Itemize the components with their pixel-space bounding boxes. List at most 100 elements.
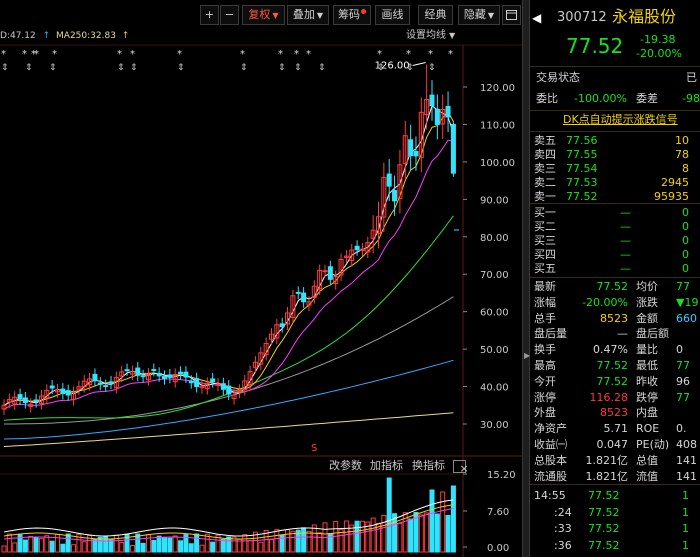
ma-prev-value: D:47.12 xyxy=(0,31,36,41)
candle-body xyxy=(151,369,157,372)
candle-body xyxy=(418,111,424,158)
candle-body xyxy=(49,385,55,389)
candle-body xyxy=(108,381,114,384)
volume-bar xyxy=(306,530,312,553)
stat-label: 跌停 xyxy=(636,390,658,404)
volume-bar xyxy=(103,536,109,553)
sell-level-price: 77.56 xyxy=(566,134,598,147)
buy-level-price: — xyxy=(620,206,631,219)
ma120-line xyxy=(3,359,454,440)
stat-row: 流通股 1.821亿 流值 141 xyxy=(530,469,700,485)
candle-body xyxy=(156,372,162,377)
quote-panel: ◀ 300712 永福股份 77.52 -19.38 -20.00% 交易状态 … xyxy=(530,0,700,557)
stat-label: 内盘 xyxy=(636,406,658,420)
panel-splitter[interactable]: ▶ xyxy=(522,0,530,557)
volume-bar xyxy=(210,541,216,553)
volume-bar xyxy=(317,532,323,553)
candle-body xyxy=(434,108,440,125)
stat-value: 77 xyxy=(676,280,690,293)
trade-tick-row: :33 77.52 1 xyxy=(530,521,700,537)
add-indicator-button[interactable]: 加指标 xyxy=(370,459,403,472)
event-star-marker: * xyxy=(52,49,57,60)
back-arrow-icon[interactable]: ◀ xyxy=(532,11,542,25)
zoom-in-button[interactable]: + xyxy=(200,5,219,25)
kline-chart[interactable]: 120.00 110.00 100.00 90.00 80.00 70.00 60.00 50… xyxy=(0,0,522,557)
last-price: 77.52 xyxy=(566,34,624,58)
jingdian-button[interactable]: 经典 xyxy=(418,5,453,25)
window-icon-button[interactable] xyxy=(502,5,521,25)
volume-bar xyxy=(285,529,291,553)
volume-bar xyxy=(365,521,371,553)
price-axis-label: 110.00 xyxy=(480,120,515,131)
candle-body xyxy=(236,389,242,393)
volume-bar xyxy=(445,514,451,553)
volume-bar xyxy=(338,528,344,553)
jingdian-label: 经典 xyxy=(424,8,447,21)
price-axis-label: 30.00 xyxy=(480,420,509,431)
trade-time: :33 xyxy=(554,522,572,535)
candle-body xyxy=(274,324,280,339)
window-icon xyxy=(506,10,517,20)
volume-bar xyxy=(33,537,39,553)
stat-value: 77.52 xyxy=(596,359,629,372)
candle-body xyxy=(413,150,419,157)
price-change-pct: -20.00% xyxy=(636,47,682,60)
volume-bar xyxy=(258,541,264,553)
ma250-line xyxy=(3,412,454,447)
settings-ma-dropdown[interactable]: 设置均线 ▼ xyxy=(406,29,455,43)
buy-level-label: 买五 xyxy=(534,262,556,275)
stat-value: 116.28 xyxy=(589,390,629,404)
sell-level-label: 卖四 xyxy=(534,148,556,161)
stat-value: 141 xyxy=(676,453,697,467)
buy-level-price: — xyxy=(620,234,631,247)
trade-tick-row: :36 77.52 1 xyxy=(530,538,700,554)
huaxian-button[interactable]: 画线 xyxy=(375,5,410,25)
trade-price: 77.52 xyxy=(588,489,620,502)
event-arrow-marker: ⇕ xyxy=(117,63,125,73)
price-change: -19.38 xyxy=(640,33,676,46)
candle-body xyxy=(343,255,349,258)
candle-body xyxy=(220,383,226,390)
huaxian-label: 画线 xyxy=(381,8,404,21)
candle-body xyxy=(397,164,403,199)
close-indicator-button[interactable]: × xyxy=(453,460,469,475)
stat-label: 昨收 xyxy=(636,374,658,388)
stat-value: 0. xyxy=(676,422,687,436)
volume-bar xyxy=(269,539,274,553)
fuquan-button[interactable]: 复权 ▼ xyxy=(242,5,285,25)
zoom-out-button[interactable]: − xyxy=(220,5,239,25)
candle-body xyxy=(258,352,264,365)
candle-body xyxy=(1,404,7,410)
stat-row: 今开 77.52 昨收 96 xyxy=(530,374,700,390)
kline-chart-area[interactable]: 120.00 110.00 100.00 90.00 80.00 70.00 60.00 50… xyxy=(0,0,522,557)
candle-body xyxy=(311,285,317,298)
volume-bar xyxy=(290,530,296,553)
stock-code: 300712 xyxy=(557,10,607,25)
collapse-arrow-icon[interactable]: ▶ xyxy=(524,351,531,360)
diejia-button[interactable]: 叠加 ▼ xyxy=(287,5,329,25)
volume-bar xyxy=(301,527,307,553)
candle-body xyxy=(6,399,12,403)
event-arrow-marker: ⇕ xyxy=(318,63,326,73)
switch-indicator-button[interactable]: 换指标 xyxy=(412,459,445,472)
buy-level-label: 买三 xyxy=(534,234,556,247)
volume-bar xyxy=(55,533,60,553)
volume-bar xyxy=(60,543,66,553)
sell-level-row: 卖一 77.52 95935 xyxy=(530,189,700,205)
volume-bar xyxy=(1,545,7,553)
settings-ma-label: 设置均线 xyxy=(406,30,446,41)
price-axis-label: 90.00 xyxy=(480,195,509,206)
sell-level-price: 77.53 xyxy=(566,176,598,189)
volume-ma10-line xyxy=(3,504,454,540)
candle-body xyxy=(349,249,355,261)
volume-bar xyxy=(215,534,221,553)
volume-bar xyxy=(392,513,398,553)
candle-body xyxy=(306,301,312,306)
candle-body xyxy=(317,270,323,290)
yincang-button[interactable]: 隐藏 ▼ xyxy=(458,5,500,25)
chouma-button[interactable]: 筹码 xyxy=(333,5,371,25)
change-params-button[interactable]: 改参数 xyxy=(329,459,362,472)
volume-bar xyxy=(311,524,317,553)
stat-label: 盘后量 xyxy=(534,327,567,341)
dk-signal-link[interactable]: DK点自动提示涨跌信号 xyxy=(563,113,678,126)
